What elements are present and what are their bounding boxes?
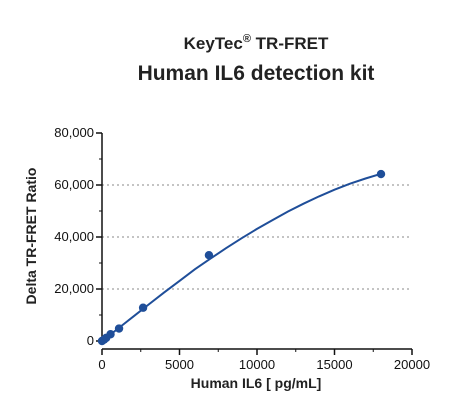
y-tick-label: 80,000 xyxy=(54,125,94,140)
tick-labels: 0 20,000 40,000 60,000 80,000 0 5000 10000 15000… xyxy=(54,125,430,372)
chart-subtitle: Human IL6 detection kit xyxy=(138,62,375,85)
data-point xyxy=(204,251,214,260)
grid-lines xyxy=(102,184,412,290)
y-tick-label: 60,000 xyxy=(54,177,94,192)
x-axis-label: Human IL6 [ pg/mL] xyxy=(191,375,322,391)
y-tick-label: 40,000 xyxy=(54,229,94,244)
data-point xyxy=(114,324,124,333)
data-point xyxy=(106,330,115,339)
y-axis-label: Delta TR-FRET Ratio xyxy=(23,168,39,305)
data-point xyxy=(376,169,386,179)
data-point xyxy=(138,303,148,312)
y-tick-label: 20,000 xyxy=(54,281,94,296)
x-tick-label: 5000 xyxy=(165,357,194,372)
x-tick-label: 0 xyxy=(98,357,105,372)
x-tick-label: 15000 xyxy=(316,357,352,372)
fit-curve-layer xyxy=(101,172,382,342)
fit-curve xyxy=(101,172,382,342)
axes xyxy=(96,132,413,355)
y-tick-label: 0 xyxy=(87,333,94,348)
x-tick-label: 20000 xyxy=(394,357,430,372)
chart-title: KeyTec® TR-FRET xyxy=(184,33,329,53)
x-tick-label: 10000 xyxy=(239,357,275,372)
data-points xyxy=(97,169,386,346)
